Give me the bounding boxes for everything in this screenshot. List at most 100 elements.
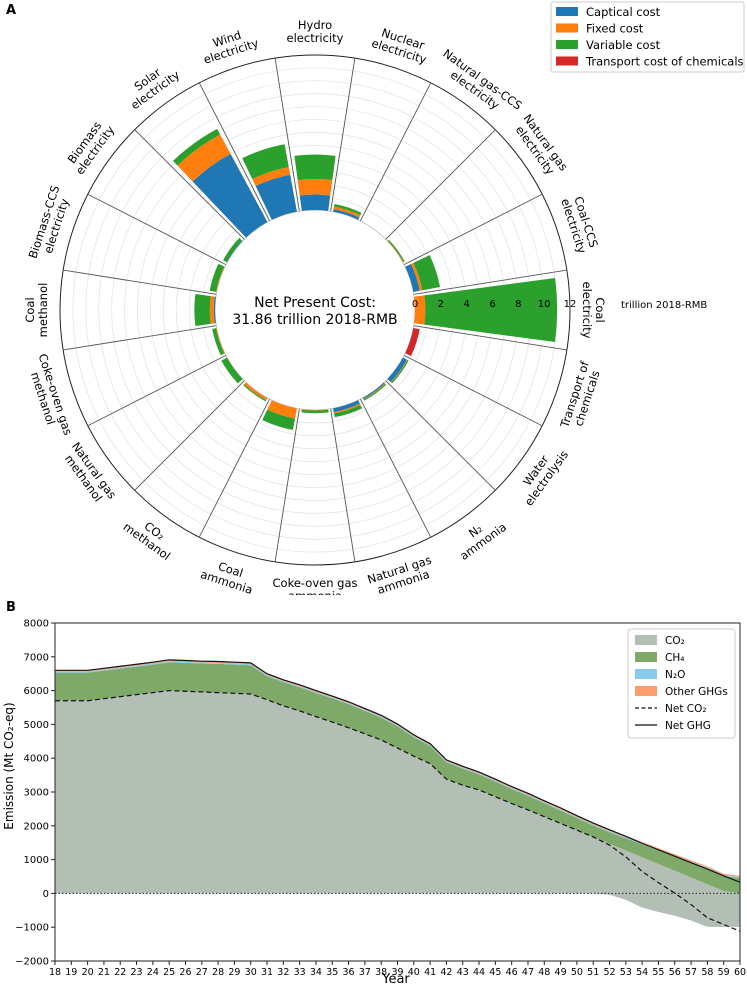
cost-bar-segment <box>212 328 225 356</box>
legend-entry: Transport cost of chemicals <box>585 55 744 69</box>
y-tick-label: 0 <box>43 889 49 900</box>
x-tick-label: 38 <box>375 967 387 978</box>
x-tick-label: 43 <box>457 967 469 978</box>
category-label-line: ammonia <box>288 589 342 595</box>
sector-divider <box>134 129 245 240</box>
cost-bar-segment <box>297 178 333 196</box>
x-tick-label: 30 <box>245 967 257 978</box>
x-tick-label: 51 <box>587 967 599 978</box>
x-tick-label: 41 <box>424 967 436 978</box>
radial-tick-label: 4 <box>463 299 469 310</box>
emission-axes: −2000 −1000 0 1000 2000 3000 4000 5000 6000 7000 8… <box>15 619 746 979</box>
x-tick-label: 52 <box>603 967 615 978</box>
cost-bar-segment <box>414 295 426 325</box>
sector-divider <box>403 354 543 427</box>
cost-bar-segment <box>223 237 243 263</box>
sector-divider <box>359 82 432 222</box>
radial-unit-label: trillion 2018-RMB <box>621 300 707 311</box>
cost-bar-segment <box>216 328 225 354</box>
sector-divider <box>198 398 271 538</box>
cost-bar-segment <box>255 174 297 220</box>
legend-entry: CH₄ <box>665 652 684 664</box>
cost-bar-segment <box>294 154 336 181</box>
cost-bar-segment <box>226 240 243 263</box>
center-title-line2: 31.86 trillion 2018-RMB <box>232 312 397 328</box>
cost-bar-segment <box>362 382 385 400</box>
x-tick-label: 44 <box>473 967 485 978</box>
x-tick-label: 59 <box>718 967 730 978</box>
sector-divider <box>274 58 300 212</box>
legend-entry: N₂O <box>665 669 685 681</box>
polar-cost-chart: A CoalelectricityCoal-CCSelectricityNatu… <box>6 1 745 595</box>
x-tick-label: 55 <box>652 967 664 978</box>
cost-bar-segment <box>194 294 211 326</box>
radial-tick-label: 8 <box>515 299 521 310</box>
category-label-line: methanol <box>36 283 50 338</box>
category-label: Coal methanol <box>23 283 50 338</box>
sector-divider <box>134 380 245 491</box>
panel-label-b: B <box>6 600 16 615</box>
radial-ticks: 0 2 4 6 8 10 12 <box>412 299 577 310</box>
x-tick-label: 57 <box>685 967 697 978</box>
x-tick-label: 25 <box>163 967 175 978</box>
x-tick-label: 20 <box>82 967 94 978</box>
category-label-line: electricity <box>287 31 344 45</box>
x-tick-label: 31 <box>261 967 273 978</box>
x-tick-label: 49 <box>555 967 567 978</box>
cost-bar-segment <box>411 262 423 291</box>
x-tick-label: 60 <box>734 967 746 978</box>
panel-label-a: A <box>6 3 16 18</box>
sector-divider <box>330 408 356 562</box>
category-label-line: Coke-oven gas <box>273 576 358 590</box>
sector-divider <box>63 325 217 351</box>
radial-tick-label: 2 <box>438 299 444 310</box>
x-tick-label: 36 <box>343 967 355 978</box>
legend-swatch <box>635 652 657 662</box>
y-tick-label: 4000 <box>24 754 49 765</box>
y-tick-label: 1000 <box>24 855 49 866</box>
cost-bar-segment <box>387 240 404 263</box>
radial-tick-label: 0 <box>412 299 418 310</box>
sector-divider <box>403 193 543 266</box>
sector-divider <box>359 398 432 538</box>
cost-bar-segment <box>172 128 221 166</box>
y-tick-label: 7000 <box>24 652 49 663</box>
x-tick-label: 37 <box>359 967 371 978</box>
radial-tick-label: 10 <box>538 299 551 310</box>
legend-swatch <box>556 23 578 33</box>
cost-bar-segment <box>243 384 267 402</box>
legend-swatch <box>635 669 657 679</box>
x-tick-label: 47 <box>522 967 534 978</box>
x-axis-label: Year <box>381 972 410 985</box>
cost-bar-segment <box>387 239 405 263</box>
sector-divider <box>330 58 356 212</box>
x-tick-label: 58 <box>701 967 713 978</box>
x-tick-label: 26 <box>179 967 191 978</box>
cost-bar-segment <box>333 206 361 218</box>
cost-bar-segment <box>209 263 225 292</box>
x-tick-label: 56 <box>669 967 681 978</box>
cost-bar-segment <box>301 409 329 411</box>
x-tick-label: 22 <box>114 967 126 978</box>
ch4-area <box>55 662 740 894</box>
legend-entry: Variable cost <box>586 38 661 52</box>
sector-divider <box>87 193 227 266</box>
y-tick-label: 8000 <box>24 619 49 630</box>
sector-divider <box>274 408 300 562</box>
emission-areas <box>55 659 740 927</box>
sector-divider <box>87 354 227 427</box>
emission-chart: B −2000 −1000 0 1000 2000 3000 4000 5000 6000 700… <box>2 600 746 985</box>
cost-bar-segment <box>262 409 296 430</box>
cost-bar-segment <box>363 383 386 400</box>
